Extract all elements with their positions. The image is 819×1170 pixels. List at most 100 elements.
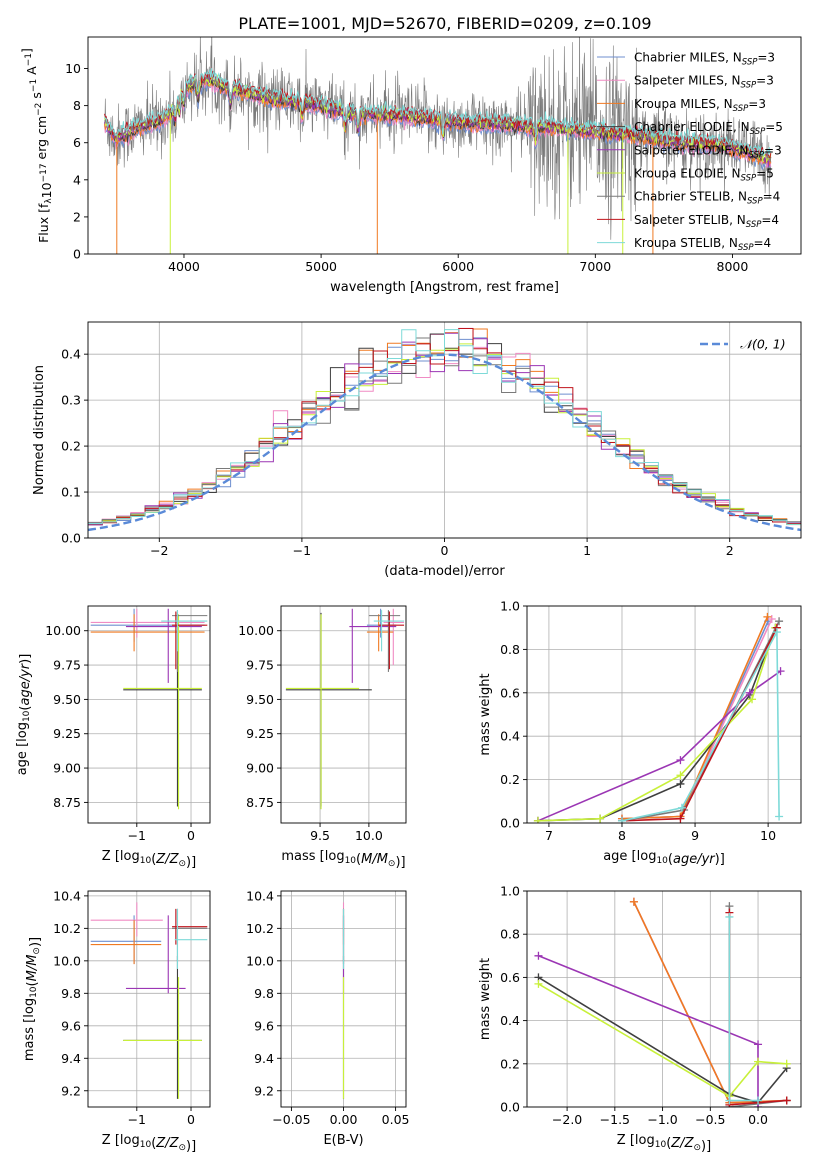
errorbar-salpeter-miles [90, 902, 163, 937]
y-tick-label: 0.0 [61, 531, 81, 546]
y-tick-label: 6 [73, 135, 81, 150]
x-axis-label: Z [log10(Z/Z⊙)] [102, 1133, 196, 1154]
x-tick-label: −0.5 [695, 1112, 725, 1127]
panel-weight_vs_age: 7 8 9 10 0.0 0.2 0.4 0.6 0.8 1.0 age [log10(age/yr… [478, 599, 802, 867]
y-tick-label: 9.00 [246, 761, 274, 776]
x-tick-label: −1 [128, 828, 146, 843]
plot-area-spectrum [104, 37, 772, 254]
weight-marker [772, 628, 781, 637]
residual-legend: 𝒩(0, 1) [700, 337, 786, 352]
y-tick-label: 9.2 [254, 1083, 274, 1098]
model-line-kroupa-elodie [104, 74, 772, 164]
x-tick-label: 10 [760, 828, 776, 843]
panel-age_vs_Z: −1 0 8.75 9.00 9.25 9.50 9.75 10.00 Z [log10(Z/Z… [15, 605, 211, 870]
weight-marker [676, 771, 685, 780]
panel-residuals: −2 −1 0 1 2 0.0 0.1 0.2 0.3 0.4 (data-model)/error… [32, 321, 802, 579]
y-tick-label: 9.6 [61, 1018, 81, 1033]
weight-line [621, 628, 780, 822]
y-tick-label: 2 [73, 209, 81, 224]
x-tick-label: 0 [187, 828, 195, 843]
y-axis-label: mass [log10(M/M⊙)] [22, 937, 43, 1061]
y-tick-label: 10.2 [246, 921, 274, 936]
x-axis-label: age [log10(age/yr)] [603, 849, 725, 867]
y-tick-label: 10.00 [45, 623, 81, 638]
x-axis-label: Z [log10(Z/Z⊙)] [102, 849, 196, 870]
weight-marker [725, 1096, 734, 1105]
x-axis-label: mass [log10(M/M⊙)] [281, 849, 405, 870]
y-tick-label: 0.8 [500, 642, 520, 657]
x-tick-label: 0.00 [330, 1112, 358, 1127]
y-axis-label: mass weight [478, 673, 493, 755]
y-tick-label: 0.4 [500, 1013, 520, 1028]
y-tick-label: 10 [65, 61, 81, 76]
plot-area-mass_vs_Z [90, 902, 208, 1099]
plot-area-age_vs_Z [90, 608, 208, 810]
panel-weight_vs_Z: −2.0 −1.5 −1.0 −0.5 0.0 0.0 0.2 0.4 0.6 0.8 1.0 Z [… [478, 884, 802, 1154]
y-tick-label: 0.2 [500, 772, 520, 787]
weight-marker [676, 779, 685, 788]
plot-area-age_vs_mass [285, 608, 405, 810]
x-tick-label: 9 [691, 828, 699, 843]
errorbar-salpeter-miles [90, 608, 205, 638]
y-tick-label: 9.6 [254, 1018, 274, 1033]
x-tick-label: 7 [545, 828, 553, 843]
weight-marker [782, 1059, 791, 1068]
x-tick-label: −1 [128, 1112, 146, 1127]
figure-title: PLATE=1001, MJD=52670, FIBERID=0209, z=0… [238, 14, 651, 33]
axes-frame-weight_vs_age: 7 8 9 10 0.0 0.2 0.4 0.6 0.8 1.0 age [log10(age/yr… [478, 599, 802, 867]
panel-spectrum: 4000 5000 6000 7000 8000 0 2 4 6 8 10 wavelength [A… [19, 36, 802, 295]
axes-frame-residuals: −2 −1 0 1 2 0.0 0.1 0.2 0.3 0.4 (data-model)/error… [32, 321, 802, 579]
panel-age_vs_mass: 9.5 10.0 8.75 9.00 9.25 9.50 9.75 10.00 mass [lo… [238, 605, 407, 870]
axes-frame-age_vs_Z: −1 0 8.75 9.00 9.25 9.50 9.75 10.00 Z [log10(Z/Z… [15, 605, 211, 870]
x-tick-label: −2.0 [552, 1112, 582, 1127]
y-tick-label: 9.50 [246, 692, 274, 707]
weight-marker [775, 812, 784, 821]
x-tick-label: 8 [618, 828, 626, 843]
legend-label: Kroupa STELIB, NSSP=4 [634, 236, 771, 253]
errorbar-kroupa-miles [90, 614, 205, 652]
y-tick-label: 9.4 [254, 1051, 274, 1066]
errorbar-kroupa-elodie [285, 614, 360, 810]
weight-line [538, 976, 788, 1104]
errorbar-salpeter-elodie [125, 915, 186, 994]
axes-frame-age_vs_mass: 9.5 10.0 8.75 9.00 9.25 9.50 9.75 10.00 mass [lo… [238, 605, 407, 870]
y-tick-label: 4 [73, 172, 81, 187]
axes-frame [87, 890, 211, 1108]
y-tick-label: 9.8 [61, 986, 81, 1001]
panel-mass_vs_Z: −1 0 9.2 9.4 9.6 9.8 10.0 10.2 10.4 Z [log10(Z/Z⊙… [22, 888, 211, 1154]
weight-marker [677, 803, 686, 812]
errorbar-chabrier-stelib [368, 610, 401, 672]
y-tick-label: 0.0 [500, 816, 520, 831]
x-tick-label: 6000 [442, 259, 474, 274]
x-tick-label: 0 [441, 543, 449, 558]
x-tick-label: −0.05 [272, 1112, 310, 1127]
weight-marker [754, 1040, 763, 1049]
axes-frame-weight_vs_Z: −2.0 −1.5 −1.0 −0.5 0.0 0.0 0.2 0.4 0.6 0.8 1.0 Z [… [478, 884, 802, 1154]
normal-reference-curve [88, 353, 801, 532]
y-axis-label: Normed distribution [32, 365, 47, 495]
y-tick-label: 9.00 [53, 761, 81, 776]
y-tick-label: 8.75 [53, 795, 81, 810]
x-tick-label: 10.0 [355, 828, 383, 843]
weight-series-salpeter-elodie [533, 667, 785, 823]
weight-marker [754, 1057, 763, 1066]
y-tick-label: 9.2 [61, 1083, 81, 1098]
weight-marker [617, 816, 626, 823]
legend-label: Salpeter MILES, NSSP=3 [634, 74, 774, 91]
y-tick-label: 10.0 [246, 953, 274, 968]
x-tick-label: 2 [726, 543, 734, 558]
y-tick-label: 0.4 [500, 729, 520, 744]
legend-label: Salpeter STELIB, NSSP=4 [634, 213, 779, 230]
axes-frame-mass_vs_Z: −1 0 9.2 9.4 9.6 9.8 10.0 10.2 10.4 Z [log10(Z/Z⊙… [22, 888, 211, 1154]
y-tick-label: 10.0 [53, 953, 81, 968]
weight-marker [534, 951, 543, 960]
legend-label: Kroupa ELODIE, NSSP=5 [634, 167, 774, 184]
weight-marker [745, 688, 754, 697]
legend-label: Chabrier STELIB, NSSP=4 [634, 190, 780, 207]
panel-mass_vs_ebv: −0.05 0.00 0.05 9.2 9.4 9.6 9.8 10.0 10.2 10.4 E(B… [246, 888, 409, 1148]
x-tick-label: 4000 [168, 259, 200, 274]
axes-frame [526, 890, 802, 1108]
weight-marker [629, 897, 638, 906]
y-tick-label: 10.4 [53, 888, 81, 903]
weight-marker [767, 615, 776, 624]
